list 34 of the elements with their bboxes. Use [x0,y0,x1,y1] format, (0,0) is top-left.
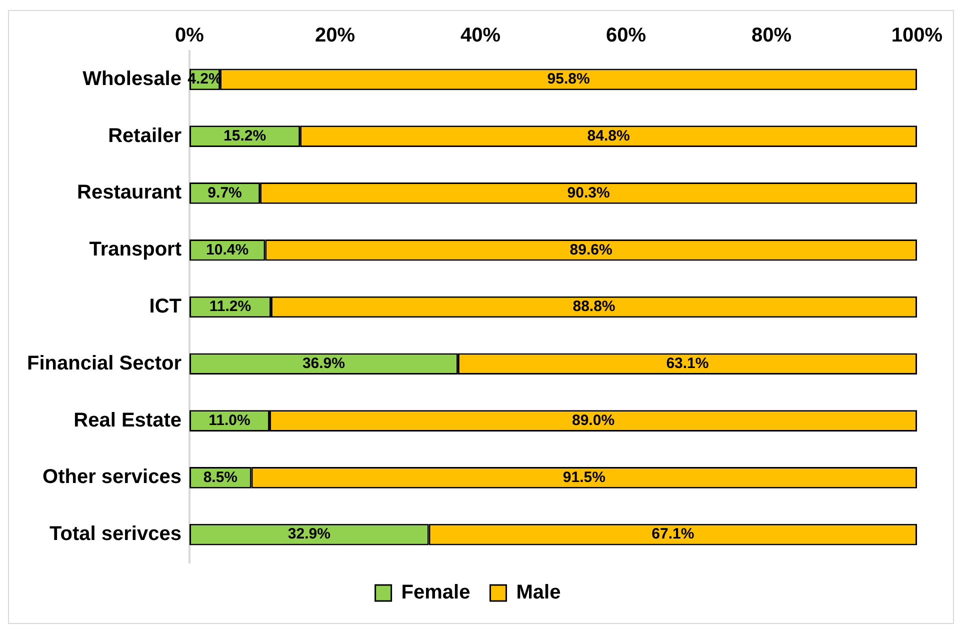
data-label: 10.4% [206,241,249,258]
data-label: 88.8% [572,298,616,316]
data-label: 32.9% [288,526,330,543]
data-label: 91.5% [562,468,606,486]
y-tick-label: Transport [89,238,182,261]
y-tick-label: Other services [42,466,182,488]
data-label: 36.9% [302,355,345,372]
y-tick-label: ICT [149,296,182,318]
data-label: 63.1% [666,355,709,372]
data-label: 8.5% [203,468,238,486]
data-label: 9.7% [208,184,242,202]
y-tick-label: Total serivces [50,523,182,546]
x-tick-label: 60% [606,24,646,47]
x-tick-label: 100% [891,24,943,47]
data-label: 89.6% [570,241,612,258]
y-tick-label: Restaurant [77,182,182,204]
data-label: 15.2% [224,127,266,144]
y-tick-label: Retailer [108,124,182,147]
x-tick-label: 80% [751,24,792,47]
y-tick-label: Real Estate [74,409,182,432]
data-label: 67.1% [652,526,694,543]
data-label: 11.0% [208,412,250,429]
x-tick-label: 0% [175,24,204,47]
x-tick-label: 20% [314,24,356,47]
data-label: 84.8% [587,127,630,144]
data-label: 95.8% [547,70,590,88]
legend-label: Female [401,582,470,604]
data-label: 90.3% [567,184,610,202]
x-tick-label: 40% [460,24,501,47]
data-label: 11.2% [209,298,252,316]
y-tick-label: Wholesale [82,68,182,90]
y-tick-label: Financial Sector [26,352,182,374]
data-label: 89.0% [572,412,615,429]
legend-label: Male [516,582,561,604]
